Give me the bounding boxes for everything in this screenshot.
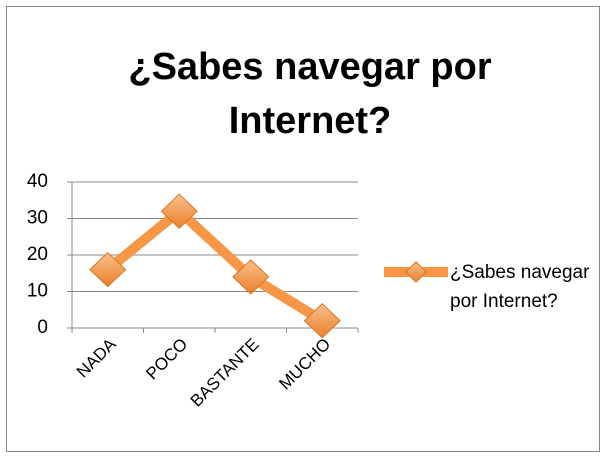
point-marker bbox=[303, 303, 341, 339]
chart-border bbox=[6, 6, 600, 452]
y-tick-label: 20 bbox=[27, 244, 48, 265]
chart-title: ¿Sabes navegar por Internet? bbox=[128, 46, 492, 142]
legend-marker bbox=[404, 261, 428, 283]
title-box: ¿Sabes navegar por Internet? bbox=[128, 46, 492, 142]
point-marker bbox=[160, 193, 198, 229]
legend-label: ¿Sabes navegar por Internet? bbox=[450, 262, 590, 312]
point-marker bbox=[232, 259, 270, 295]
y-tick-label: 0 bbox=[37, 317, 48, 338]
point-marker bbox=[89, 251, 127, 288]
y-tick-label: 10 bbox=[27, 281, 48, 302]
y-tick-label: 40 bbox=[27, 171, 48, 192]
y-tick-label: 30 bbox=[27, 208, 48, 229]
series-line bbox=[104, 206, 325, 325]
